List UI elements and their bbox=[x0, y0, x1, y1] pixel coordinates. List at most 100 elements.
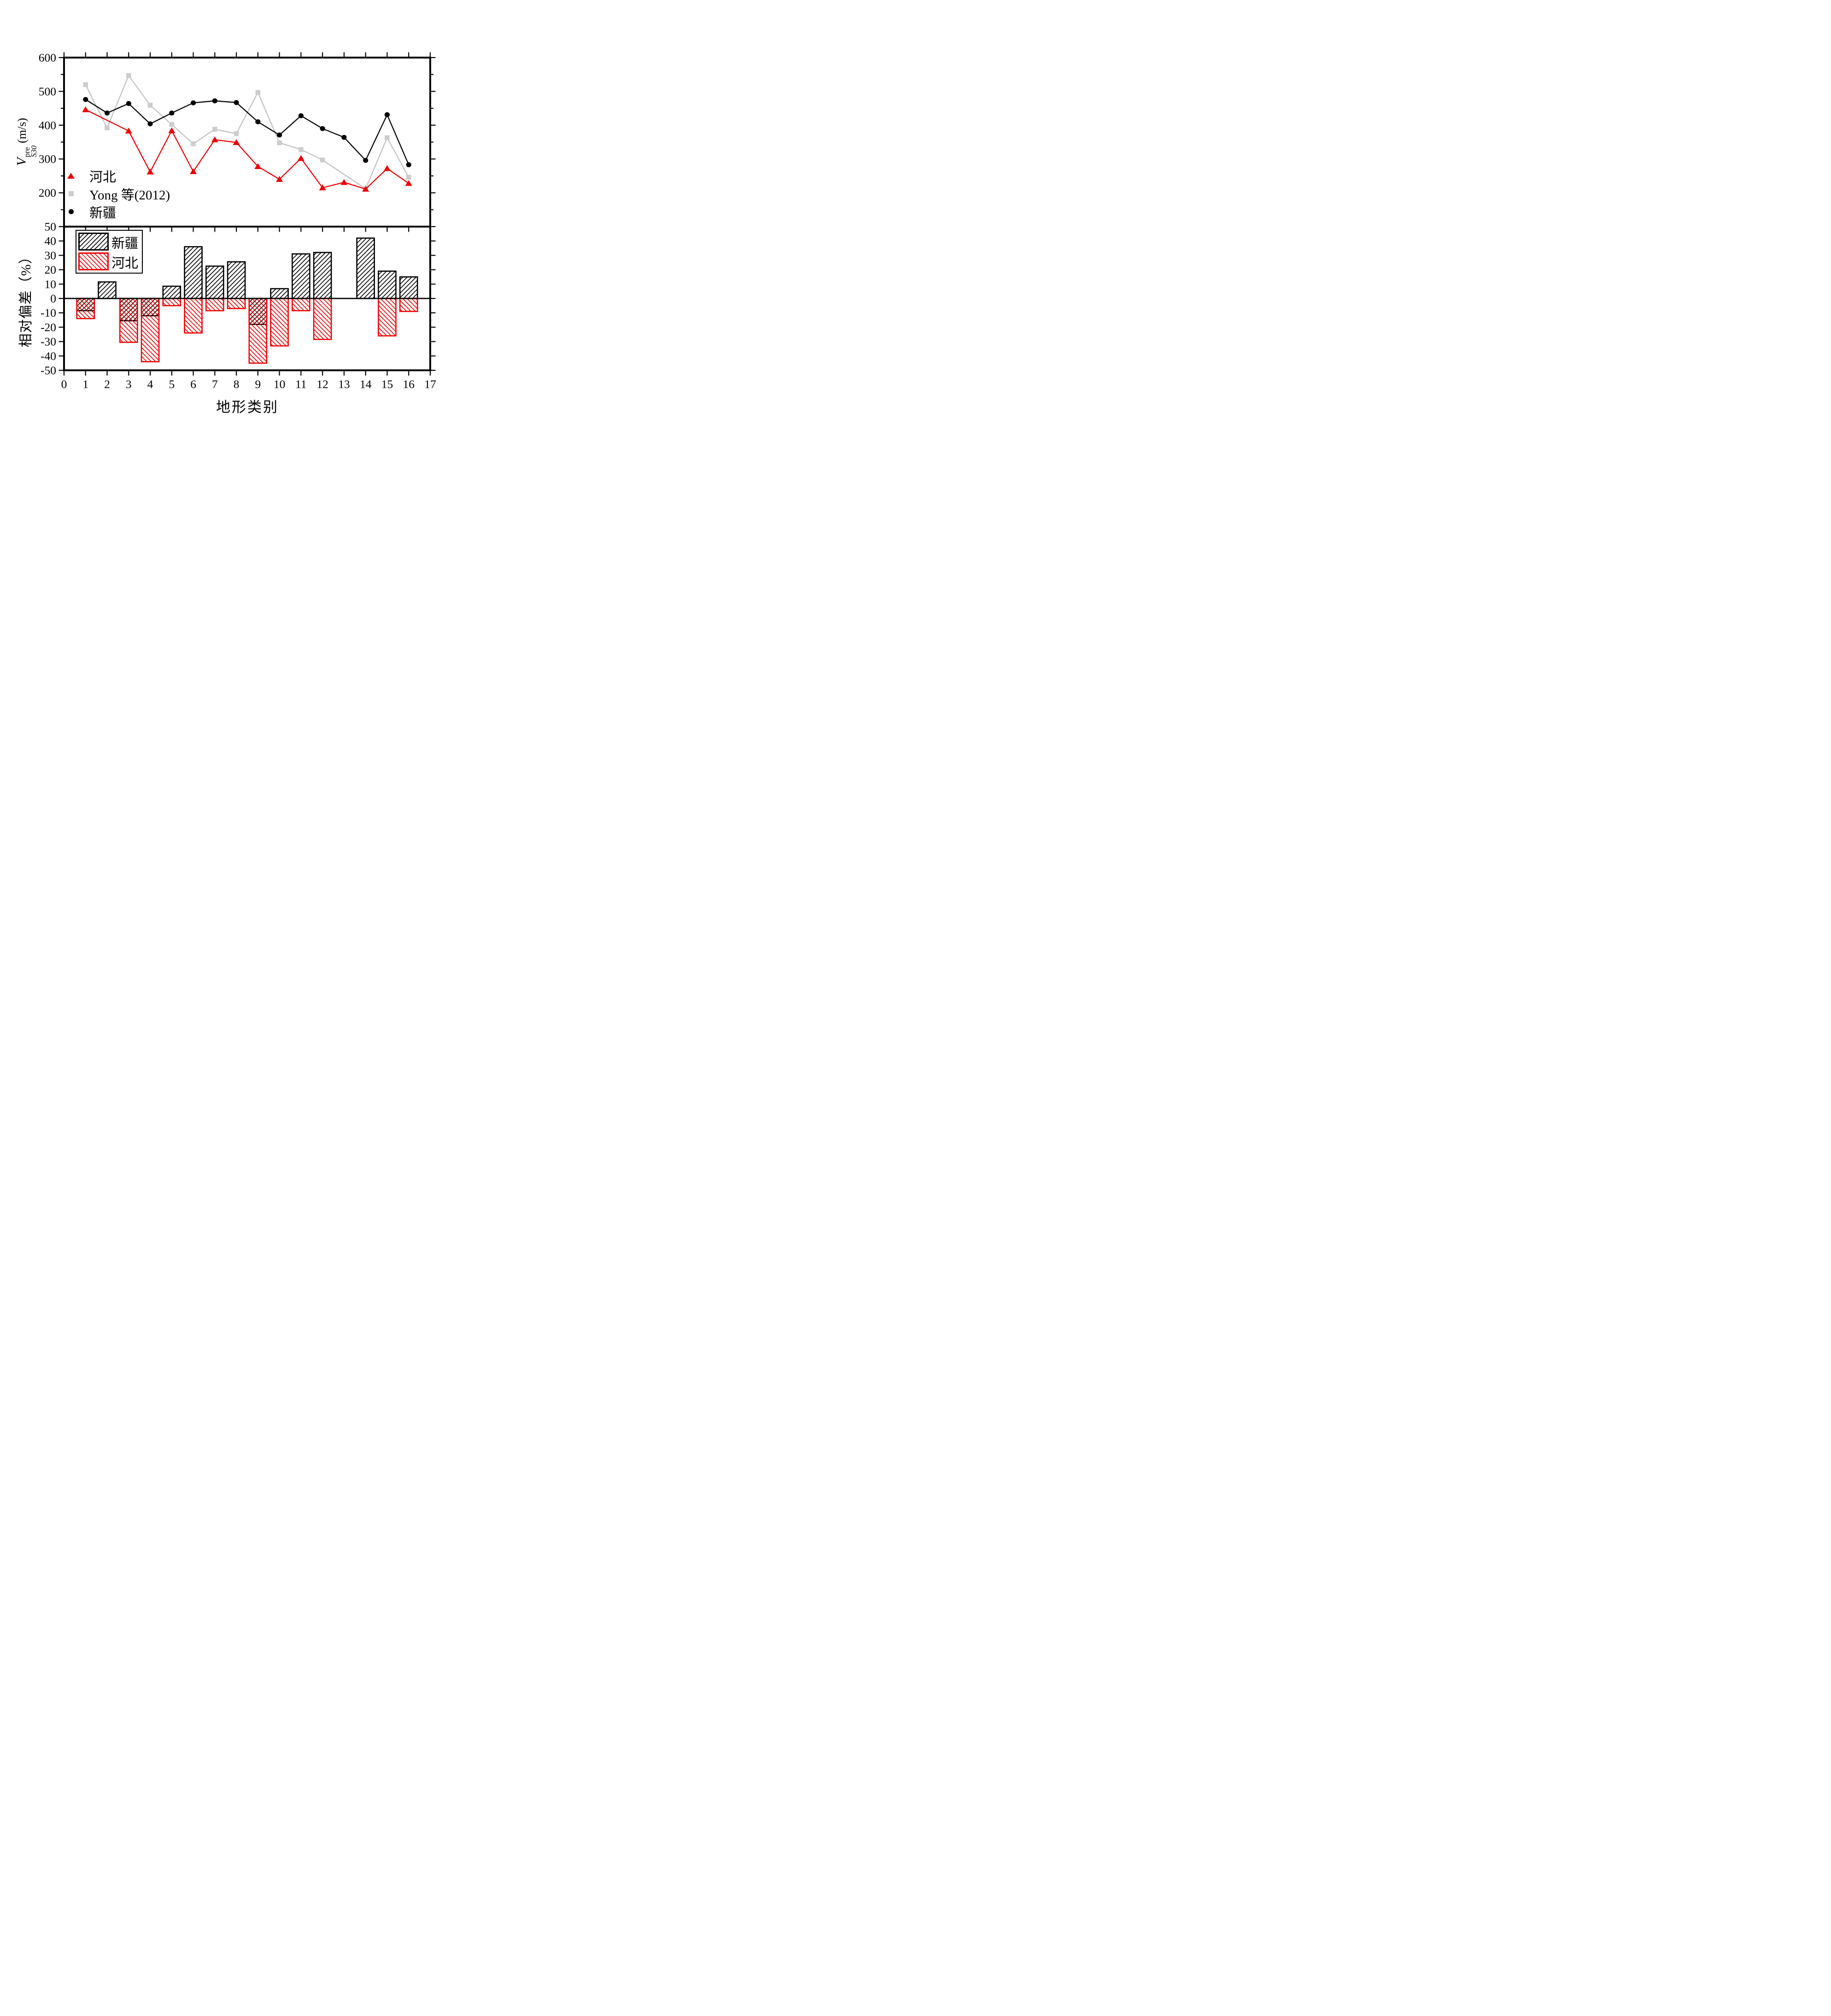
bottom-ytick-label: -40 bbox=[41, 349, 56, 362]
ylabel-unit: (m/s) bbox=[15, 117, 29, 143]
top-ytick-label: 200 bbox=[39, 186, 56, 199]
series-xinjiang-line bbox=[85, 99, 409, 165]
hebei-triangle-marker bbox=[254, 163, 262, 169]
xinjiang-circle-marker bbox=[341, 134, 347, 140]
hebei-triangle-marker bbox=[82, 106, 89, 112]
top-ytick-label: 500 bbox=[39, 85, 56, 98]
bars-xinjiang-6 bbox=[184, 246, 203, 299]
bars-xinjiang-12 bbox=[313, 251, 332, 299]
hebei-triangle-marker bbox=[125, 128, 132, 134]
legend-row-yong: Yong 等(2012) bbox=[63, 185, 170, 203]
bars-xinjiang-8 bbox=[227, 261, 246, 299]
xtick-label: 12 bbox=[316, 378, 328, 391]
hebei-triangle-marker bbox=[319, 184, 326, 191]
axis-tick-labels: 20030040050060050403020100-10-20-30-40-5… bbox=[39, 51, 436, 391]
xinjiang-circle-marker bbox=[298, 113, 304, 118]
top-ytick-label: 600 bbox=[39, 51, 56, 64]
bars-xinjiang-5 bbox=[162, 286, 181, 299]
yong-square-marker bbox=[385, 135, 390, 140]
xinjiang-circle-marker bbox=[277, 132, 282, 138]
xtick-label: 15 bbox=[381, 378, 393, 391]
bar-legend-label-hebei: 河北 bbox=[111, 256, 139, 271]
xinjiang-circle-marker bbox=[83, 97, 88, 102]
legend-row-hebei: 河北 bbox=[63, 167, 170, 185]
bars-xinjiang-14 bbox=[356, 237, 375, 299]
hebei-triangle-marker bbox=[168, 127, 175, 134]
yong-square-marker bbox=[255, 90, 261, 95]
ylabel-subscript: S30 bbox=[29, 145, 38, 158]
xinjiang-circle-marker bbox=[384, 112, 390, 117]
bottom-ytick-label: 0 bbox=[50, 292, 56, 305]
hebei-triangle-marker bbox=[233, 139, 240, 145]
yong-square-marker bbox=[126, 73, 131, 78]
top-ytick-label: 300 bbox=[39, 152, 56, 166]
x-axis-title: 地形类别 bbox=[216, 399, 279, 415]
xtick-label: 9 bbox=[255, 378, 261, 391]
bars-xinjiang-2 bbox=[98, 281, 117, 299]
xtick-label: 16 bbox=[403, 378, 415, 391]
xtick-label: 0 bbox=[61, 378, 67, 391]
bottom-ytick-label: -30 bbox=[41, 335, 56, 348]
yong-square-marker bbox=[169, 122, 175, 127]
bottom-ytick-label: 10 bbox=[45, 277, 57, 291]
yong-square-icon bbox=[63, 191, 79, 196]
hebei-triangle-marker bbox=[362, 186, 369, 192]
hebei-hatch-swatch bbox=[78, 252, 109, 270]
bottom-y-axis-title: 相对偏差（%） bbox=[18, 250, 34, 347]
series-hebei bbox=[82, 106, 412, 192]
xinjiang-circle-marker bbox=[169, 110, 175, 116]
bars-hebei-7 bbox=[205, 298, 224, 311]
yong-square-marker bbox=[147, 103, 153, 108]
bars-hebei-9 bbox=[248, 298, 268, 364]
xtick-label: 2 bbox=[104, 378, 110, 391]
yong-square-marker bbox=[320, 158, 325, 163]
bars-hebei-5 bbox=[162, 298, 181, 306]
xtick-label: 11 bbox=[295, 378, 307, 391]
xinjiang-hatch-swatch bbox=[78, 233, 109, 251]
bar-legend-label-xinjiang: 新疆 bbox=[111, 236, 139, 251]
xtick-label: 14 bbox=[360, 378, 372, 391]
figure-canvas: 200 300 400 500 600 50 40 30 20 10 0 -10 -20 -30 -40 -5… bbox=[0, 0, 458, 504]
xinjiang-circle-marker bbox=[320, 126, 325, 131]
bottom-ytick-label: -20 bbox=[41, 321, 56, 334]
bars-hebei-3 bbox=[119, 298, 138, 343]
bars-xinjiang-10 bbox=[270, 288, 289, 299]
xinjiang-circle-marker bbox=[363, 158, 369, 163]
hebei-triangle-marker bbox=[340, 179, 348, 185]
chart-svg: 20030040050060050403020100-10-20-30-40-5… bbox=[39, 51, 436, 391]
xinjiang-circle-marker bbox=[190, 100, 196, 105]
yong-square-marker bbox=[298, 147, 304, 152]
top-ytick-label: 400 bbox=[39, 118, 56, 132]
yong-square-marker bbox=[191, 141, 196, 146]
hebei-triangle-marker bbox=[383, 165, 391, 171]
bottom-ytick-label: -10 bbox=[41, 306, 56, 320]
bottom-ytick-label: -50 bbox=[41, 364, 56, 377]
bars-hebei-8 bbox=[227, 298, 246, 310]
xtick-label: 4 bbox=[147, 378, 153, 391]
xinjiang-circle-marker bbox=[234, 100, 239, 105]
legend-label-hebei: 河北 bbox=[89, 169, 117, 185]
bottom-ytick-label: 20 bbox=[45, 263, 57, 276]
ylabel-subsup: pre S30 bbox=[23, 145, 38, 158]
xinjiang-circle-icon bbox=[63, 209, 79, 214]
xtick-label: 13 bbox=[338, 378, 350, 391]
bottom-legend: 新疆 河北 bbox=[76, 230, 143, 274]
bottom-ytick-label: 40 bbox=[45, 234, 57, 248]
hebei-triangle-marker bbox=[211, 136, 218, 142]
yong-square-marker bbox=[105, 125, 110, 130]
xtick-label: 17 bbox=[424, 378, 436, 391]
yong-square-marker bbox=[406, 175, 411, 180]
series-xinjiang bbox=[83, 97, 411, 168]
hebei-triangle-icon bbox=[63, 173, 79, 179]
xinjiang-circle-marker bbox=[212, 98, 217, 104]
bars-hebei-12 bbox=[313, 298, 332, 340]
xtick-label: 10 bbox=[274, 378, 286, 391]
bottom-ytick-label: 50 bbox=[45, 220, 57, 234]
top-legend: 河北 Yong 等(2012) 新疆 bbox=[63, 167, 170, 221]
bars-hebei-10 bbox=[270, 298, 289, 347]
bars-hebei-15 bbox=[378, 298, 397, 337]
bars-xinjiang-7 bbox=[205, 265, 224, 299]
bars-hebei-6 bbox=[184, 298, 203, 334]
yong-square-marker bbox=[234, 131, 239, 136]
